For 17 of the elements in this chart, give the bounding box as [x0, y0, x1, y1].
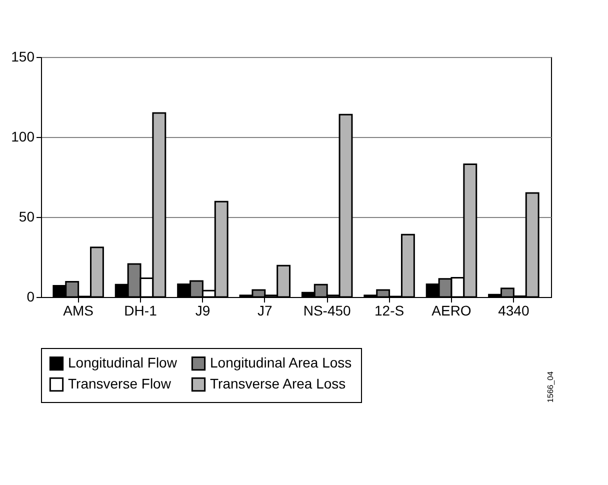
x-tick-label: J7: [258, 302, 273, 318]
x-tick-label: J9: [195, 302, 210, 318]
y-tick-label: 50: [18, 208, 35, 224]
y-tick-label: 100: [11, 128, 35, 144]
text: 1566_04: [546, 370, 555, 403]
x-tick-label: AMS: [63, 302, 94, 318]
x-tick-label: 12-S: [374, 302, 404, 318]
legend-label: Longitudinal Area Loss: [210, 354, 352, 371]
x-tick-label: DH-1: [124, 302, 158, 318]
y-tick-label: 0: [26, 288, 35, 304]
legend-label: Longitudinal Flow: [68, 354, 178, 371]
legend-label: Transverse Area Loss: [210, 376, 346, 392]
legend-label: Transverse Flow: [68, 376, 172, 392]
y-tick-label: 150: [11, 48, 35, 64]
x-tick-label: NS-450: [303, 302, 352, 318]
x-tick-label: 4340: [498, 302, 530, 318]
x-tick-label: AERO: [432, 302, 472, 318]
